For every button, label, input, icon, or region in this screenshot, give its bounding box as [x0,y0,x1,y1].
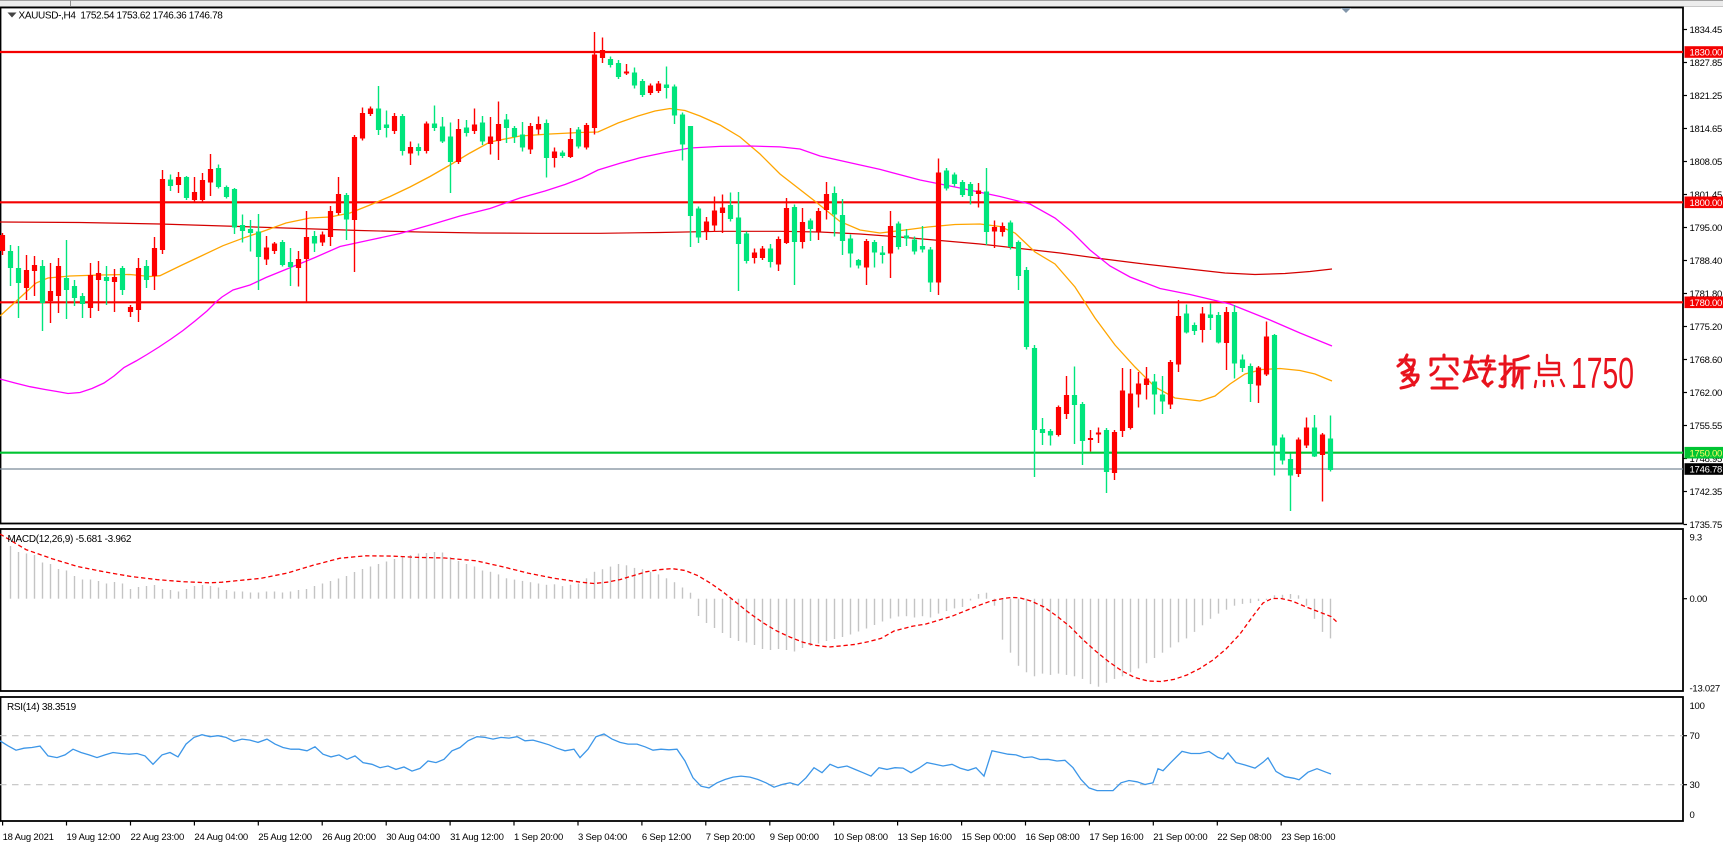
svg-text:1827.85: 1827.85 [1690,58,1723,69]
svg-text:21 Sep 00:00: 21 Sep 00:00 [1153,832,1207,843]
svg-text:RSI(14) 38.3519: RSI(14) 38.3519 [7,702,77,713]
svg-text:1750: 1750 [1571,349,1634,398]
svg-text:22 Aug 23:00: 22 Aug 23:00 [131,832,185,843]
svg-text:18 Aug 2021: 18 Aug 2021 [3,832,54,843]
svg-text:1742.35: 1742.35 [1690,487,1723,498]
svg-text:25 Aug 12:00: 25 Aug 12:00 [258,832,312,843]
svg-text:7 Sep 20:00: 7 Sep 20:00 [706,832,755,843]
svg-text:19 Aug 12:00: 19 Aug 12:00 [67,832,121,843]
svg-text:1762.00: 1762.00 [1690,388,1723,399]
svg-text:100: 100 [1690,701,1705,712]
svg-text:9.3: 9.3 [1690,533,1702,544]
svg-text:6 Sep 12:00: 6 Sep 12:00 [642,832,691,843]
svg-text:1750.00: 1750.00 [1690,448,1723,459]
svg-text:1746.78: 1746.78 [1690,465,1723,476]
svg-text:17 Sep 16:00: 17 Sep 16:00 [1089,832,1143,843]
svg-text:1768.60: 1768.60 [1690,355,1723,366]
svg-text:MACD(12,26,9) -5.681 -3.962: MACD(12,26,9) -5.681 -3.962 [8,534,132,545]
svg-text:1830.00: 1830.00 [1690,48,1723,59]
svg-text:1795.00: 1795.00 [1690,223,1723,234]
svg-text:1 Sep 20:00: 1 Sep 20:00 [514,832,563,843]
svg-text:1821.25: 1821.25 [1690,91,1723,102]
svg-text:10 Sep 08:00: 10 Sep 08:00 [834,832,888,843]
svg-text:30: 30 [1690,780,1700,791]
svg-text:1800.00: 1800.00 [1690,198,1723,209]
svg-text:31 Aug 12:00: 31 Aug 12:00 [450,832,504,843]
svg-text:30 Aug 04:00: 30 Aug 04:00 [386,832,440,843]
svg-text:XAUUSD-,H4 1752.54 1753.62 17: XAUUSD-,H4 1752.54 1753.62 1746.36 1746.… [19,11,224,22]
svg-text:70: 70 [1690,731,1700,742]
svg-text:0.00: 0.00 [1690,594,1708,605]
svg-text:1781.80: 1781.80 [1690,289,1723,300]
svg-text:1735.75: 1735.75 [1690,520,1723,531]
svg-text:-13.027: -13.027 [1690,684,1720,695]
svg-text:1808.05: 1808.05 [1690,157,1723,168]
svg-text:1814.65: 1814.65 [1690,124,1723,135]
svg-text:3 Sep 04:00: 3 Sep 04:00 [578,832,627,843]
svg-text:0: 0 [1690,810,1695,821]
svg-text:15 Sep 00:00: 15 Sep 00:00 [962,832,1016,843]
svg-text:1748.95: 1748.95 [1690,454,1723,465]
svg-text:1780.00: 1780.00 [1690,298,1723,309]
svg-text:1775.20: 1775.20 [1690,322,1723,333]
svg-text:1788.40: 1788.40 [1690,256,1723,267]
svg-text:26 Aug 20:00: 26 Aug 20:00 [322,832,376,843]
svg-text:24 Aug 04:00: 24 Aug 04:00 [194,832,248,843]
svg-text:13 Sep 16:00: 13 Sep 16:00 [898,832,952,843]
svg-text:23 Sep 16:00: 23 Sep 16:00 [1281,832,1335,843]
svg-text:16 Sep 08:00: 16 Sep 08:00 [1026,832,1080,843]
svg-text:22 Sep 08:00: 22 Sep 08:00 [1217,832,1271,843]
svg-text:9 Sep 00:00: 9 Sep 00:00 [770,832,819,843]
svg-text:1755.55: 1755.55 [1690,421,1723,432]
svg-text:1834.45: 1834.45 [1690,25,1723,36]
svg-text:1801.45: 1801.45 [1690,190,1723,201]
